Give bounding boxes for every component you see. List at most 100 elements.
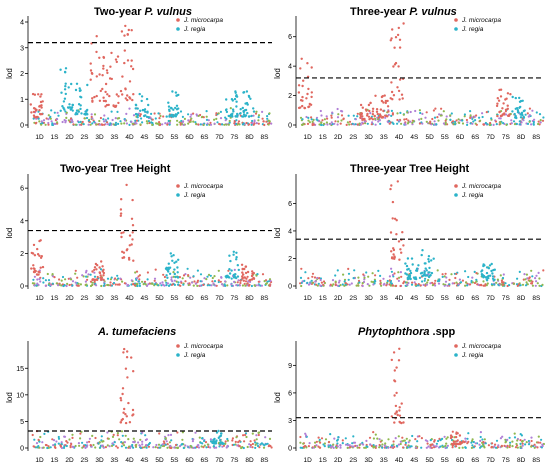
data-point: [380, 284, 383, 287]
data-point: [144, 434, 147, 437]
data-point: [525, 273, 529, 276]
data-point: [181, 121, 184, 124]
data-point: [330, 114, 333, 117]
data-point: [374, 274, 377, 277]
peak-point-4D: [397, 26, 400, 30]
data-point: [199, 273, 203, 276]
peak-point-1D: [301, 84, 304, 88]
x-tick-3S: 3S: [380, 457, 389, 464]
data-point: [494, 446, 498, 449]
peak-point-4D: [131, 67, 135, 71]
x-tick-1D: 1D: [303, 134, 312, 141]
data-point: [180, 281, 183, 284]
peak-point-7S: [501, 107, 504, 110]
data-point: [336, 107, 339, 111]
data-point: [60, 441, 63, 444]
data-point: [254, 446, 257, 449]
data-point: [234, 440, 237, 443]
data-point: [528, 107, 532, 110]
peak-point-4D: [397, 359, 401, 362]
x-tick-3S: 3S: [111, 134, 120, 141]
data-point: [118, 438, 121, 441]
peak-point-8D: [515, 116, 518, 120]
data-point: [155, 283, 158, 286]
peak-point-5D: [428, 271, 431, 274]
data-point: [489, 121, 492, 125]
data-point: [542, 269, 545, 272]
data-point: [506, 438, 509, 441]
data-point: [437, 439, 440, 443]
data-point: [314, 280, 317, 283]
data-point: [344, 282, 347, 285]
data-point: [505, 123, 508, 126]
data-point: [133, 284, 136, 287]
peak-point-3S: [386, 105, 390, 108]
data-point: [120, 445, 123, 448]
data-point: [482, 443, 485, 446]
peak-point-3D: [368, 109, 371, 113]
peak-point-3S: [374, 94, 377, 98]
data-point: [424, 277, 427, 280]
peak-point-7S: [502, 113, 506, 116]
data-point: [106, 121, 109, 124]
peak-point-2S: [75, 111, 78, 115]
data-point: [51, 122, 54, 125]
data-point: [251, 446, 254, 449]
data-point: [508, 445, 511, 449]
data-point: [217, 269, 220, 272]
data-point: [322, 122, 326, 125]
data-point: [316, 284, 319, 287]
data-point: [386, 279, 389, 283]
data-point: [311, 281, 314, 284]
data-point: [213, 122, 216, 125]
panel-title: Two-year P. vulnus: [94, 6, 192, 18]
data-point: [212, 282, 215, 285]
data-point: [471, 122, 474, 125]
x-tick-1D: 1D: [303, 457, 312, 464]
peak-point-4D: [130, 59, 133, 62]
data-point: [490, 117, 493, 120]
peak-point-2D: [64, 85, 67, 88]
peak-point-7S: [504, 108, 508, 112]
data-point: [316, 276, 319, 280]
peak-point-3D: [91, 278, 95, 281]
data-point: [165, 440, 168, 443]
data-point: [391, 273, 394, 277]
data-point: [445, 118, 448, 121]
data-point: [50, 109, 53, 112]
data-point: [87, 273, 90, 276]
data-point: [500, 279, 503, 282]
data-point: [472, 440, 475, 444]
data-point: [236, 281, 239, 284]
data-point: [207, 273, 211, 276]
data-point: [58, 278, 61, 281]
data-point: [256, 273, 259, 276]
data-point: [50, 120, 53, 123]
data-point: [97, 123, 100, 126]
data-point: [93, 271, 96, 274]
data-point: [465, 281, 468, 284]
x-tick-6D: 6D: [456, 134, 465, 141]
data-point: [461, 446, 464, 449]
data-point: [223, 283, 226, 286]
data-point: [499, 274, 502, 277]
peak-point-5S: [176, 266, 179, 269]
data-point: [329, 123, 332, 126]
peak-point-4D: [123, 49, 127, 52]
peak-point-3D: [93, 266, 97, 269]
data-point: [65, 284, 68, 288]
legend-label: J. regia: [461, 192, 484, 199]
x-tick-2S: 2S: [349, 457, 358, 464]
data-point: [168, 121, 171, 124]
data-point: [418, 435, 421, 438]
data-point: [203, 277, 206, 280]
y-tick-label: 0: [288, 446, 292, 453]
data-point: [196, 284, 199, 287]
data-point: [113, 441, 116, 444]
data-point: [299, 282, 302, 285]
x-tick-3S: 3S: [111, 457, 120, 464]
peak-point-4S: [407, 267, 410, 271]
data-point: [237, 441, 240, 444]
peak-point-8D: [513, 112, 516, 116]
data-point: [219, 280, 222, 283]
